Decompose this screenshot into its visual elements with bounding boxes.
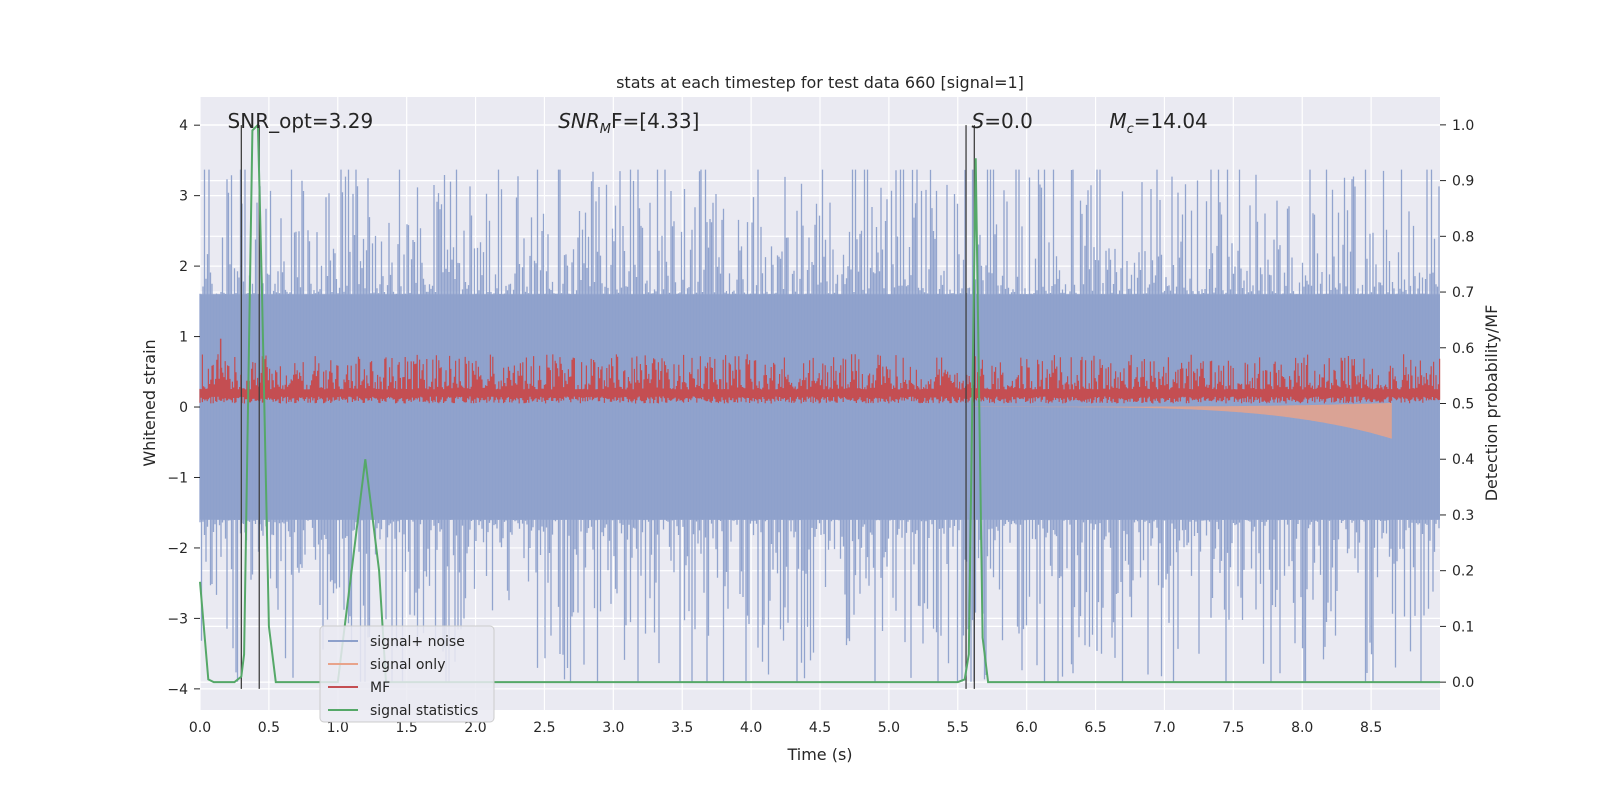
- annotation-0: SNR_opt=3.29: [228, 109, 374, 133]
- x-tick-label-13: 6.5: [1084, 720, 1106, 736]
- y-right-tick-label-7: 0.7: [1452, 285, 1474, 301]
- x-tick-label-11: 5.5: [947, 720, 969, 736]
- x-tick-label-16: 8.0: [1291, 720, 1313, 736]
- legend-label-3: signal statistics: [370, 703, 478, 719]
- annotation-3: Mc=14.04: [1109, 109, 1207, 137]
- x-tick-label-6: 3.0: [602, 720, 624, 736]
- y-right-tick-label-4: 0.4: [1452, 452, 1474, 468]
- y-right-tick-label-6: 0.6: [1452, 341, 1474, 357]
- y-right-tick-label-10: 1.0: [1452, 118, 1474, 134]
- legend: signal+ noise signal only MF signal statist…: [319, 625, 495, 723]
- y-axis-label-right: Detection probability/MF: [1482, 305, 1501, 502]
- y-tick-label-3: −1: [167, 470, 188, 486]
- y-right-tick-label-2: 0.2: [1452, 564, 1474, 580]
- x-tick-label-12: 6.0: [1016, 720, 1038, 736]
- y-axis-label: Whitened strain: [140, 339, 159, 466]
- y-right-tick-label-1: 0.1: [1452, 619, 1474, 635]
- y-tick-label-7: 3: [179, 189, 188, 205]
- legend-box: [319, 625, 495, 723]
- y-tick-label-4: 0: [179, 400, 188, 416]
- chart-title: stats at each timestep for test data 660…: [616, 73, 1024, 92]
- x-tick-label-3: 1.5: [396, 720, 418, 736]
- x-tick-label-8: 4.0: [740, 720, 762, 736]
- x-tick-label-1: 0.5: [258, 720, 280, 736]
- series-mf: [199, 338, 1441, 404]
- legend-label-1: signal only: [370, 657, 445, 673]
- x-tick-label-2: 1.0: [327, 720, 349, 736]
- y-right-tick-label-8: 0.8: [1452, 229, 1474, 245]
- y-right-tick-label-9: 0.9: [1452, 174, 1474, 190]
- x-axis-label: Time (s): [786, 745, 852, 764]
- annotations: SNR_opt=3.29 SNRMF=[4.33] S=0.0 Mc=14.04: [228, 109, 1208, 137]
- tick-labels: 0.0 0.5 1.0 1.5 2.0 2.5 3.0 3.5 4.0 4.5 5.0 5.5 6.0 6…: [167, 118, 1474, 736]
- x-tick-label-7: 3.5: [671, 720, 693, 736]
- annotation-2: S=0.0: [972, 109, 1033, 133]
- x-tick-label-0: 0.0: [189, 720, 211, 736]
- annotation-1: SNRMF=[4.33]: [558, 109, 699, 137]
- x-tick-label-15: 7.5: [1222, 720, 1244, 736]
- x-tick-label-17: 8.5: [1360, 720, 1382, 736]
- y-tick-label-6: 2: [179, 259, 188, 275]
- noise-positive-spikes: [199, 169, 1440, 407]
- x-tick-label-5: 2.5: [533, 720, 555, 736]
- x-tick-label-14: 7.0: [1153, 720, 1175, 736]
- y-right-tick-label-0: 0.0: [1452, 675, 1474, 691]
- y-tick-label-8: 4: [179, 118, 188, 134]
- y-tick-label-2: −2: [167, 541, 188, 557]
- legend-label-2: MF: [370, 680, 390, 696]
- y-tick-label-5: 1: [179, 330, 188, 346]
- y-tick-label-1: −3: [167, 611, 188, 627]
- mf-spikes: [199, 354, 1441, 404]
- chirp-envelope: [971, 402, 1392, 439]
- noise-negative-spikes: [199, 407, 1440, 682]
- y-right-tick-label-5: 0.5: [1452, 397, 1474, 413]
- y-right-tick-label-3: 0.3: [1452, 508, 1474, 524]
- legend-label-0: signal+ noise: [370, 634, 465, 650]
- x-tick-label-4: 2.0: [464, 720, 486, 736]
- x-tick-label-9: 4.5: [809, 720, 831, 736]
- x-tick-label-10: 5.0: [878, 720, 900, 736]
- y-tick-label-0: −4: [167, 682, 188, 698]
- series-signal-only: [971, 402, 1392, 439]
